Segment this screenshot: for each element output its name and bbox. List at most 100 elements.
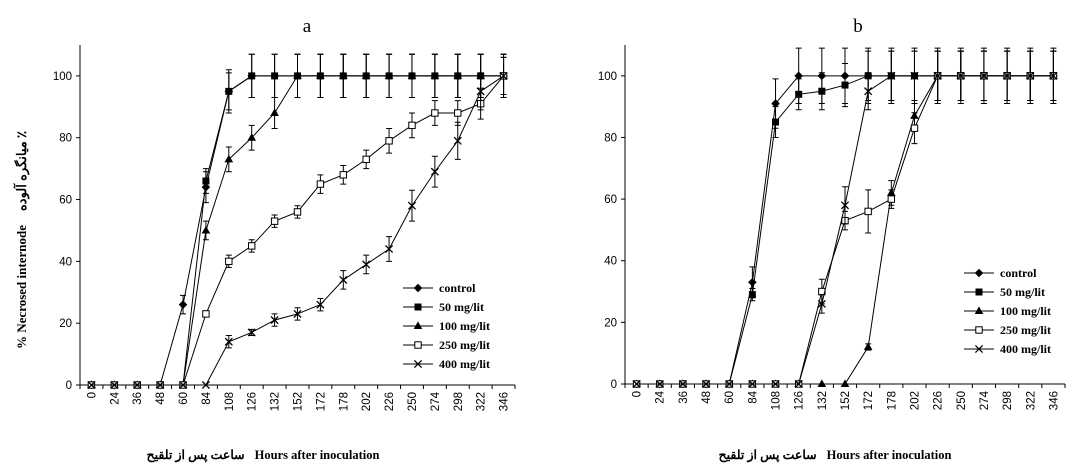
x-tick-label: 36: [132, 392, 144, 405]
legend-marker: [974, 344, 984, 354]
legend-item-50-mg-lit: 50 mg/lit: [403, 300, 484, 314]
x-tick-label: 298: [453, 392, 465, 411]
y-tick-label: 60: [59, 195, 72, 207]
data-point-400-mg-lit: [156, 380, 165, 390]
x-axis-label-b: ساعت پس از تلقیح Hours after inoculation: [675, 447, 995, 463]
legend-item-100-mg-lit: 100 mg/lit: [964, 304, 1051, 318]
data-point-400-mg-lit: [178, 380, 188, 390]
x-tick-label: 0: [632, 391, 644, 397]
x-tick-label: 346: [499, 392, 511, 411]
data-point-250-mg-lit: [270, 217, 279, 225]
x-tick-label: 84: [747, 390, 759, 403]
legend-marker: [413, 359, 423, 369]
data-point-100-mg-lit: [224, 154, 234, 163]
legend-marker: [975, 326, 983, 334]
legend-label: 50 mg/lit: [1000, 285, 1045, 299]
data-point-400-mg-lit: [887, 71, 896, 80]
x-tick-label: 226: [384, 392, 396, 411]
x-axis-label-fa: ساعت پس از تلقیح: [146, 448, 245, 462]
legend-item-250-mg-lit: 250 mg/lit: [964, 323, 1051, 337]
data-point-250-mg-lit: [248, 242, 256, 250]
data-point-100-mg-lit: [407, 71, 417, 79]
data-point-50-mg-lit: [202, 177, 210, 185]
chart-title-a: a: [302, 16, 312, 37]
legend-label: 250 mg/lit: [1000, 323, 1051, 337]
data-point-400-mg-lit: [655, 379, 664, 389]
data-point-50-mg-lit: [772, 118, 780, 126]
data-point-400-mg-lit: [453, 136, 462, 145]
data-point-400-mg-lit: [87, 380, 96, 390]
legend-marker: [974, 268, 984, 278]
x-tick-label: 24: [655, 390, 667, 403]
data-point-400-mg-lit: [201, 380, 210, 390]
data-point-control: [178, 300, 188, 309]
y-axis-label-en: % Necrosed internode: [14, 225, 29, 349]
x-tick-label: 126: [794, 391, 806, 410]
legend-item-100-mg-lit: 100 mg/lit: [403, 319, 490, 333]
legend-item-control: control: [403, 281, 476, 295]
x-tick-label: 152: [293, 392, 305, 411]
data-point-400-mg-lit: [701, 379, 711, 389]
data-point-400-mg-lit: [499, 71, 508, 80]
legend-label: 400 mg/lit: [1000, 342, 1051, 356]
data-point-100-mg-lit: [247, 133, 257, 141]
data-point-100-mg-lit: [270, 108, 279, 116]
x-tick-label: 172: [315, 392, 327, 411]
legend-item-50-mg-lit: 50 mg/lit: [964, 285, 1045, 299]
data-point-400-mg-lit: [316, 300, 325, 309]
y-tick-label: 20: [604, 317, 617, 329]
chart-title-b: b: [853, 16, 863, 37]
y-axis-label-fa: ٪ میانگره آلوده: [14, 131, 29, 212]
data-point-250-mg-lit: [202, 310, 210, 318]
data-point-400-mg-lit: [430, 167, 439, 176]
data-point-50-mg-lit: [248, 72, 256, 80]
data-point-50-mg-lit: [795, 90, 803, 98]
data-point-400-mg-lit: [678, 379, 687, 389]
data-point-400-mg-lit: [748, 379, 757, 389]
y-tick-label: 0: [66, 380, 72, 392]
y-tick-label: 40: [59, 256, 72, 268]
x-tick-label: 108: [771, 391, 783, 410]
data-point-400-mg-lit: [632, 379, 641, 389]
x-tick-label: 84: [201, 391, 213, 404]
data-point-100-mg-lit: [817, 379, 827, 387]
data-point-400-mg-lit: [771, 379, 780, 389]
data-point-400-mg-lit: [133, 380, 142, 390]
data-point-control: [794, 71, 803, 81]
data-point-400-mg-lit: [385, 244, 394, 254]
x-axis-label-en: Hours after inoculation: [254, 448, 380, 462]
x-tick-label: 24: [109, 391, 121, 404]
x-tick-label: 152: [840, 391, 852, 410]
legend-item-250-mg-lit: 250 mg/lit: [403, 338, 490, 352]
legend-marker: [974, 306, 984, 314]
legend-marker: [413, 283, 423, 293]
data-point-100-mg-lit: [338, 71, 348, 79]
data-point-100-mg-lit: [430, 71, 440, 79]
y-tick-label: 60: [604, 194, 617, 206]
y-axis-label-a: % Necrosed internode ٪ میانگره آلوده: [13, 80, 31, 400]
data-point-100-mg-lit: [840, 379, 850, 387]
data-point-400-mg-lit: [725, 379, 734, 389]
legend-item-400-mg-lit: 400 mg/lit: [964, 342, 1051, 356]
legend-label: 250 mg/lit: [439, 338, 490, 352]
data-point-250-mg-lit: [864, 207, 872, 216]
data-point-250-mg-lit: [316, 180, 325, 188]
data-point-400-mg-lit: [933, 71, 942, 80]
legend-label: 100 mg/lit: [1000, 304, 1051, 318]
x-tick-label: 60: [178, 392, 190, 405]
legend-marker: [975, 288, 983, 296]
legend-label: control: [1000, 266, 1037, 280]
y-tick-label: 80: [604, 132, 617, 144]
legend-item-400-mg-lit: 400 mg/lit: [403, 357, 490, 371]
x-tick-label: 322: [476, 392, 488, 411]
data-point-250-mg-lit: [225, 257, 233, 266]
data-point-400-mg-lit: [293, 309, 302, 318]
data-point-250-mg-lit: [339, 171, 347, 179]
data-point-400-mg-lit: [270, 316, 279, 325]
x-tick-label: 298: [1002, 391, 1014, 410]
x-tick-label: 202: [909, 391, 921, 410]
legend: control 50 mg/lit 100 mg/lit 250 mg/lit 400 …: [964, 266, 1051, 356]
x-tick-label: 132: [817, 391, 829, 410]
data-point-400-mg-lit: [817, 299, 826, 308]
data-point-400-mg-lit: [1026, 71, 1035, 80]
